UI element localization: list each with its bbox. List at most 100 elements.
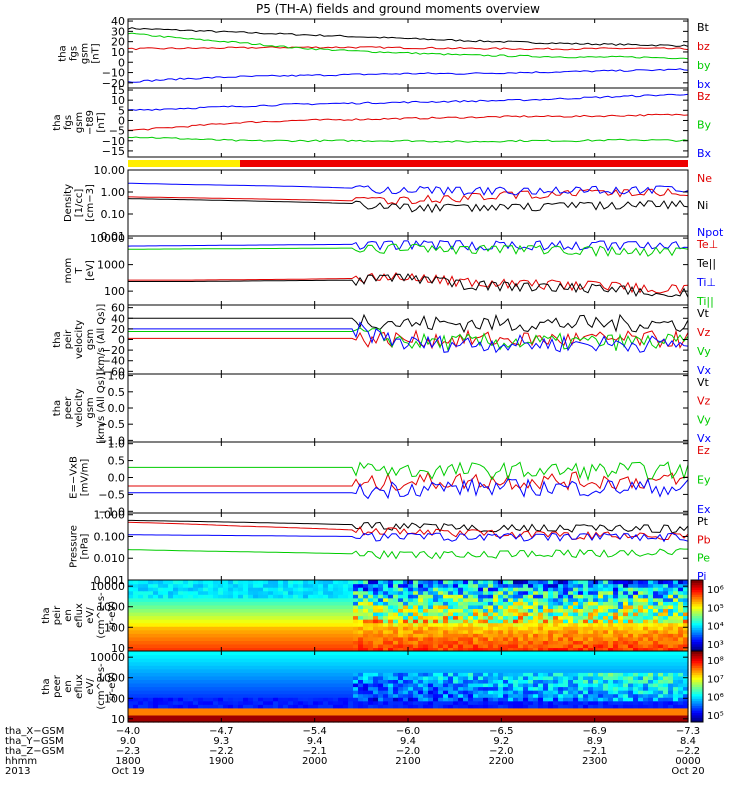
heatmap-cell bbox=[673, 643, 679, 649]
heatmap-cell bbox=[428, 626, 434, 631]
heatmap-cell bbox=[603, 597, 609, 602]
heatmap-cell bbox=[503, 654, 509, 659]
heatmap-cell bbox=[598, 668, 604, 673]
heatmap-cell bbox=[328, 615, 334, 620]
heatmap-cell bbox=[418, 668, 424, 673]
heatmap-cell bbox=[618, 651, 624, 656]
heatmap-cell bbox=[388, 714, 394, 720]
heatmap-cell bbox=[343, 718, 349, 723]
heatmap-cell bbox=[468, 601, 474, 606]
heatmap-cell bbox=[628, 711, 634, 716]
heatmap-cell bbox=[463, 636, 469, 641]
heatmap-cell bbox=[578, 615, 584, 620]
heatmap-cell bbox=[413, 658, 419, 663]
heatmap-cell bbox=[293, 668, 299, 673]
heatmap-cell bbox=[648, 658, 654, 663]
heatmap-cell bbox=[308, 651, 314, 656]
heatmap-cell bbox=[458, 651, 464, 656]
heatmap-cell bbox=[278, 622, 284, 627]
heatmap-cell bbox=[378, 643, 384, 649]
heatmap-cell bbox=[328, 661, 334, 666]
heatmap-cell bbox=[148, 668, 154, 673]
heatmap-cell bbox=[588, 636, 594, 641]
heatmap-cell bbox=[468, 629, 474, 634]
heatmap-cell bbox=[633, 718, 639, 723]
heatmap-cell bbox=[658, 704, 664, 709]
heatmap-cell bbox=[648, 601, 654, 606]
heatmap-cell bbox=[593, 590, 599, 595]
heatmap-cell bbox=[588, 643, 594, 649]
ylabel-line: sr-eV) bbox=[107, 672, 118, 701]
heatmap-cell bbox=[618, 615, 624, 620]
heatmap-cell bbox=[388, 675, 394, 680]
heatmap-cell bbox=[458, 597, 464, 602]
heatmap-cell bbox=[163, 590, 169, 595]
legend-e_field-2: Ex bbox=[697, 503, 711, 516]
heatmap-cell bbox=[523, 697, 529, 702]
heatmap-cell bbox=[448, 711, 454, 716]
heatmap-cell bbox=[218, 704, 224, 709]
heatmap-cell bbox=[188, 679, 194, 684]
heatmap-cell bbox=[178, 604, 184, 609]
heatmap-cell bbox=[348, 611, 354, 617]
heatmap-cell bbox=[263, 690, 269, 695]
heatmap-cell bbox=[433, 686, 439, 691]
heatmap-cell bbox=[163, 686, 169, 691]
heatmap-cell bbox=[328, 590, 334, 595]
heatmap-cell bbox=[183, 697, 189, 702]
heatmap-cell bbox=[163, 597, 169, 602]
heatmap-cell bbox=[313, 697, 319, 702]
heatmap-cell bbox=[503, 619, 509, 624]
heatmap-cell bbox=[553, 651, 559, 656]
heatmap-cell bbox=[358, 700, 364, 705]
heatmap-cell bbox=[283, 682, 289, 688]
heatmap-cell bbox=[443, 587, 449, 592]
heatmap-cell bbox=[188, 707, 194, 712]
heatmap-cell bbox=[533, 647, 539, 652]
heatmap-cell bbox=[333, 597, 339, 602]
heatmap-cell bbox=[338, 714, 344, 720]
heatmap-cell bbox=[413, 633, 419, 638]
heatmap-cell bbox=[313, 636, 319, 641]
heatmap-cell bbox=[238, 615, 244, 620]
heatmap-cell bbox=[258, 619, 264, 624]
heatmap-cell bbox=[523, 700, 529, 705]
heatmap-cell bbox=[333, 633, 339, 638]
heatmap-cell bbox=[163, 629, 169, 634]
heatmap-cell bbox=[173, 697, 179, 702]
heatmap-cell bbox=[663, 640, 669, 645]
heatmap-cell bbox=[588, 718, 594, 723]
heatmap-cell bbox=[653, 661, 659, 666]
heatmap-cell bbox=[133, 718, 139, 723]
heatmap-cell bbox=[453, 633, 459, 638]
heatmap-cell bbox=[183, 619, 189, 624]
heatmap-cell bbox=[543, 590, 549, 595]
heatmap-cell bbox=[663, 622, 669, 627]
heatmap-cell bbox=[488, 629, 494, 634]
heatmap-cell bbox=[153, 711, 159, 716]
heatmap-cell bbox=[558, 654, 564, 659]
heatmap-cell bbox=[483, 693, 489, 698]
heatmap-cell bbox=[473, 619, 479, 624]
heatmap-cell bbox=[228, 615, 234, 620]
heatmap-cell bbox=[243, 583, 249, 588]
heatmap-cell bbox=[373, 661, 379, 666]
heatmap-cell bbox=[278, 711, 284, 716]
heatmap-cell bbox=[183, 686, 189, 691]
heatmap-cell bbox=[383, 665, 389, 670]
heatmap-cell bbox=[238, 668, 244, 673]
heatmap-cell bbox=[188, 672, 194, 677]
heatmap-cell bbox=[633, 629, 639, 634]
heatmap-cell bbox=[283, 629, 289, 634]
heatmap-cell bbox=[568, 654, 574, 659]
heatmap-cell bbox=[488, 704, 494, 709]
heatmap-cell bbox=[223, 590, 229, 595]
heatmap-cell bbox=[553, 619, 559, 624]
heatmap-cell bbox=[513, 704, 519, 709]
heatmap-cell bbox=[248, 647, 254, 652]
heatmap-cell bbox=[388, 658, 394, 663]
heatmap-cell bbox=[598, 633, 604, 638]
heatmap-cell bbox=[393, 704, 399, 709]
heatmap-cell bbox=[188, 633, 194, 638]
heatmap-cell bbox=[638, 622, 644, 627]
